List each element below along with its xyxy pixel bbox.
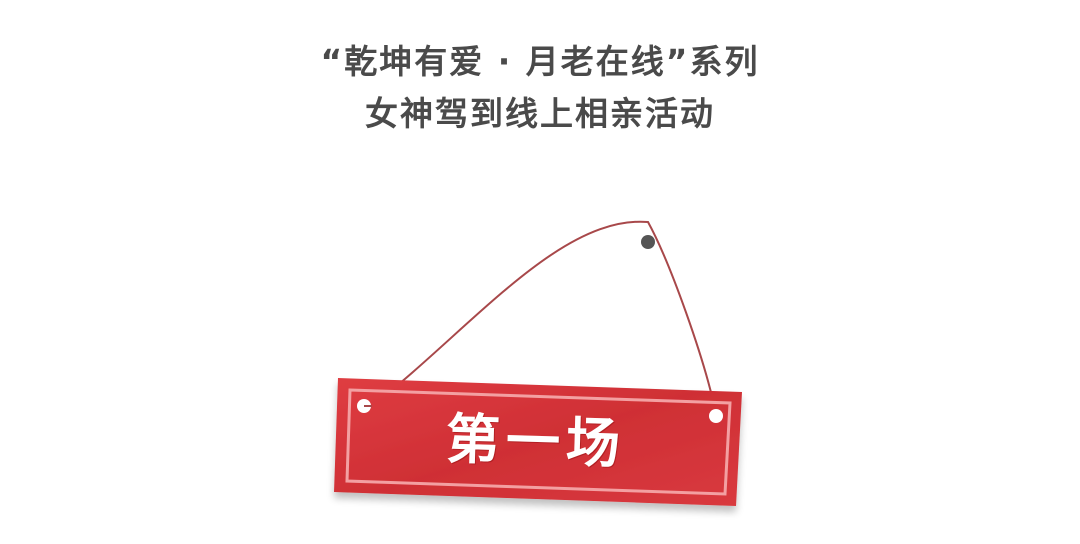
hole-icon bbox=[709, 409, 723, 423]
sign-board-border bbox=[345, 388, 732, 496]
sign-label: 第一场 bbox=[445, 407, 627, 476]
sign-board bbox=[334, 378, 742, 506]
event-title: “乾坤有爱 · 月老在线”系列 女神驾到线上相亲活动 bbox=[0, 36, 1080, 140]
hanging-string bbox=[371, 220, 717, 415]
sign-board-body bbox=[334, 378, 742, 506]
event-title-line-1: “乾坤有爱 · 月老在线”系列 bbox=[320, 42, 760, 81]
nail-icon bbox=[641, 235, 655, 249]
event-title-line-2: 女神驾到线上相亲活动 bbox=[365, 94, 715, 133]
